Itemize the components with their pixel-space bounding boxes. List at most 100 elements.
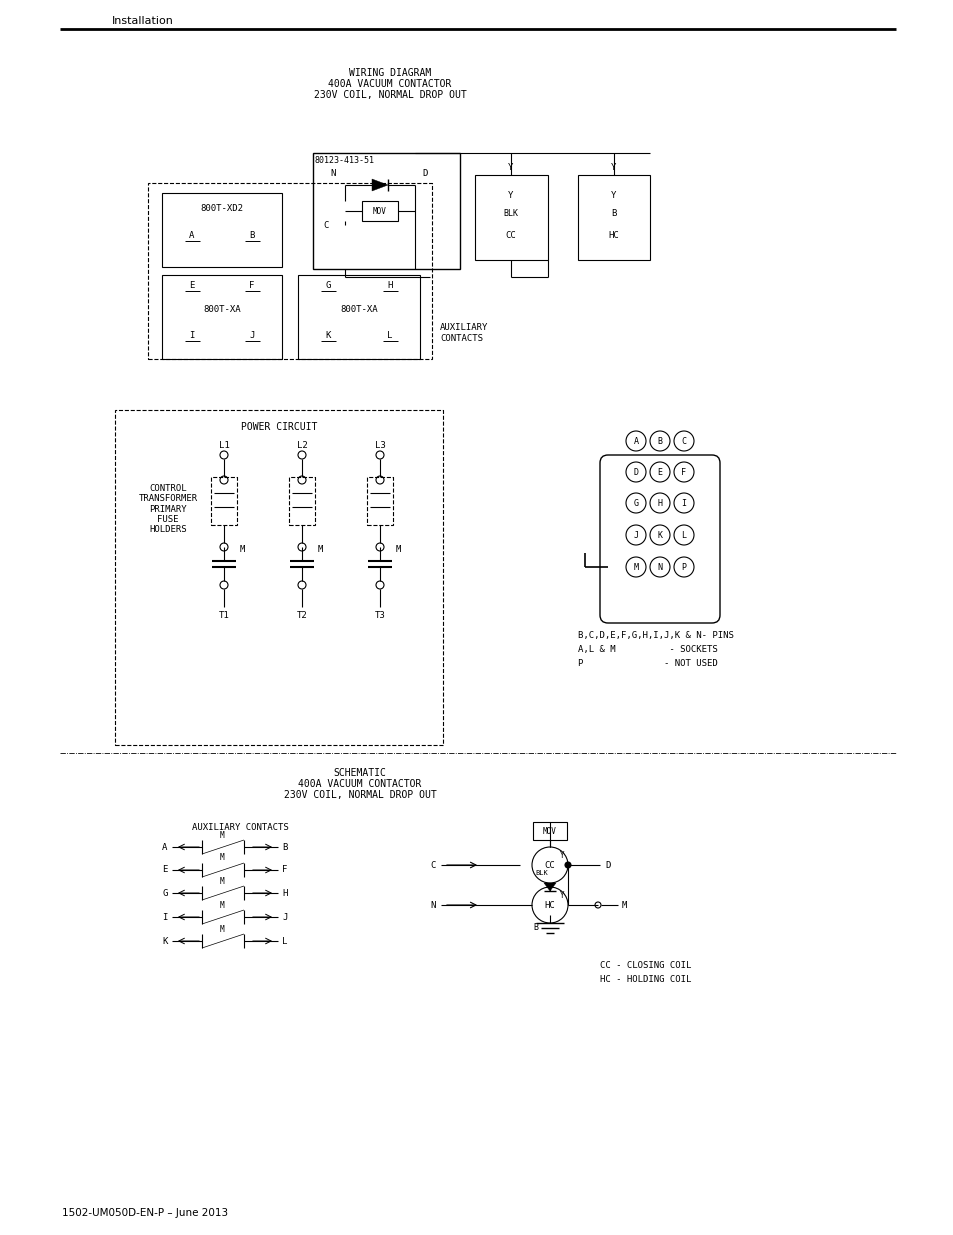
Text: D: D: [633, 468, 638, 477]
Text: K: K: [162, 936, 168, 946]
Bar: [211, 477, 236, 525]
Text: D: D: [604, 861, 610, 869]
Bar: [578, 175, 649, 261]
Text: 800T-XA: 800T-XA: [203, 305, 240, 314]
Bar: [297, 275, 419, 359]
Text: C: C: [680, 436, 686, 446]
Bar: [475, 175, 547, 261]
Text: CC: CC: [544, 861, 555, 869]
Text: BLK: BLK: [503, 209, 518, 217]
Text: K: K: [657, 531, 661, 540]
Text: 800T-XA: 800T-XA: [340, 305, 377, 314]
Text: B: B: [657, 436, 661, 446]
Bar: [162, 193, 282, 267]
Text: D: D: [422, 168, 427, 178]
Text: K: K: [325, 331, 331, 340]
Text: N: N: [330, 168, 335, 178]
Text: J: J: [633, 531, 638, 540]
Text: I: I: [680, 499, 686, 508]
Text: G: G: [325, 280, 331, 289]
Text: F: F: [282, 866, 288, 874]
Text: A,L & M          - SOCKETS: A,L & M - SOCKETS: [578, 645, 717, 653]
Text: M: M: [219, 925, 224, 934]
Text: H: H: [657, 499, 661, 508]
Text: Y: Y: [559, 851, 564, 860]
Text: Installation: Installation: [112, 16, 173, 26]
Text: 230V COIL, NORMAL DROP OUT: 230V COIL, NORMAL DROP OUT: [314, 90, 466, 100]
Text: AUXILIARY CONTACTS: AUXILIARY CONTACTS: [192, 823, 288, 831]
Text: A: A: [189, 231, 194, 240]
Text: 400A VACUUM CONTACTOR: 400A VACUUM CONTACTOR: [298, 779, 421, 789]
Text: M: M: [219, 900, 224, 909]
Text: H: H: [387, 280, 393, 289]
Text: WIRING DIAGRAM: WIRING DIAGRAM: [349, 68, 431, 78]
Text: J: J: [249, 331, 254, 340]
Text: B: B: [533, 923, 537, 931]
Bar: [148, 183, 432, 359]
Text: B: B: [249, 231, 254, 240]
Text: Y: Y: [508, 163, 513, 172]
Text: M: M: [219, 853, 224, 862]
Text: CONTACTS: CONTACTS: [439, 333, 482, 342]
Text: M: M: [620, 900, 626, 909]
Text: E: E: [657, 468, 661, 477]
Polygon shape: [372, 179, 388, 191]
Text: J: J: [282, 913, 288, 921]
Text: P               - NOT USED: P - NOT USED: [578, 658, 717, 667]
Text: B: B: [282, 842, 288, 851]
Text: HC: HC: [544, 900, 555, 909]
Text: L: L: [387, 331, 393, 340]
Text: A: A: [633, 436, 638, 446]
Text: 400A VACUUM CONTACTOR: 400A VACUUM CONTACTOR: [328, 79, 451, 89]
Text: M: M: [219, 830, 224, 840]
Bar: [313, 153, 459, 269]
Text: Y: Y: [508, 190, 513, 200]
Text: L1: L1: [218, 441, 229, 450]
Text: HC - HOLDING COIL: HC - HOLDING COIL: [599, 974, 691, 983]
Bar: [367, 477, 393, 525]
Text: G: G: [162, 888, 168, 898]
Bar: [361, 201, 397, 221]
Text: Y: Y: [611, 163, 616, 172]
Text: H: H: [282, 888, 288, 898]
Text: T2: T2: [296, 610, 307, 620]
Text: A: A: [162, 842, 168, 851]
Text: N: N: [430, 900, 436, 909]
Text: CONTROL
TRANSFORMER
PRIMARY
FUSE
HOLDERS: CONTROL TRANSFORMER PRIMARY FUSE HOLDERS: [138, 484, 197, 535]
Text: MOV: MOV: [373, 206, 387, 215]
Text: SCHEMATIC: SCHEMATIC: [334, 768, 386, 778]
Text: M: M: [317, 545, 322, 553]
Text: AUXILIARY: AUXILIARY: [439, 322, 488, 331]
Text: CC: CC: [505, 231, 516, 240]
Text: B: B: [611, 209, 616, 217]
Text: I: I: [189, 331, 194, 340]
Text: HC: HC: [608, 231, 618, 240]
Bar: [115, 410, 442, 745]
Text: L2: L2: [296, 441, 307, 450]
Text: C: C: [323, 221, 329, 230]
Text: L: L: [680, 531, 686, 540]
Text: L: L: [282, 936, 288, 946]
Text: M: M: [239, 545, 244, 553]
Bar: [533, 823, 566, 840]
Text: P: P: [680, 562, 686, 572]
Text: 1502-UM050D-EN-P – June 2013: 1502-UM050D-EN-P – June 2013: [62, 1208, 228, 1218]
Text: Y: Y: [611, 190, 616, 200]
Text: I: I: [162, 913, 168, 921]
Text: Y: Y: [559, 890, 564, 899]
Bar: [289, 477, 314, 525]
Bar: [162, 275, 282, 359]
Text: M: M: [395, 545, 400, 553]
Text: POWER CIRCUIT: POWER CIRCUIT: [240, 422, 316, 432]
Text: M: M: [219, 877, 224, 885]
Text: F: F: [249, 280, 254, 289]
Text: M: M: [633, 562, 638, 572]
Text: CC - CLOSING COIL: CC - CLOSING COIL: [599, 961, 691, 969]
Text: T3: T3: [375, 610, 385, 620]
Text: B,C,D,E,F,G,H,I,J,K & N- PINS: B,C,D,E,F,G,H,I,J,K & N- PINS: [578, 631, 733, 640]
Text: F: F: [680, 468, 686, 477]
Text: 800T-XD2: 800T-XD2: [200, 204, 243, 212]
Text: MOV: MOV: [542, 826, 557, 836]
Text: E: E: [162, 866, 168, 874]
Text: 230V COIL, NORMAL DROP OUT: 230V COIL, NORMAL DROP OUT: [283, 790, 436, 800]
